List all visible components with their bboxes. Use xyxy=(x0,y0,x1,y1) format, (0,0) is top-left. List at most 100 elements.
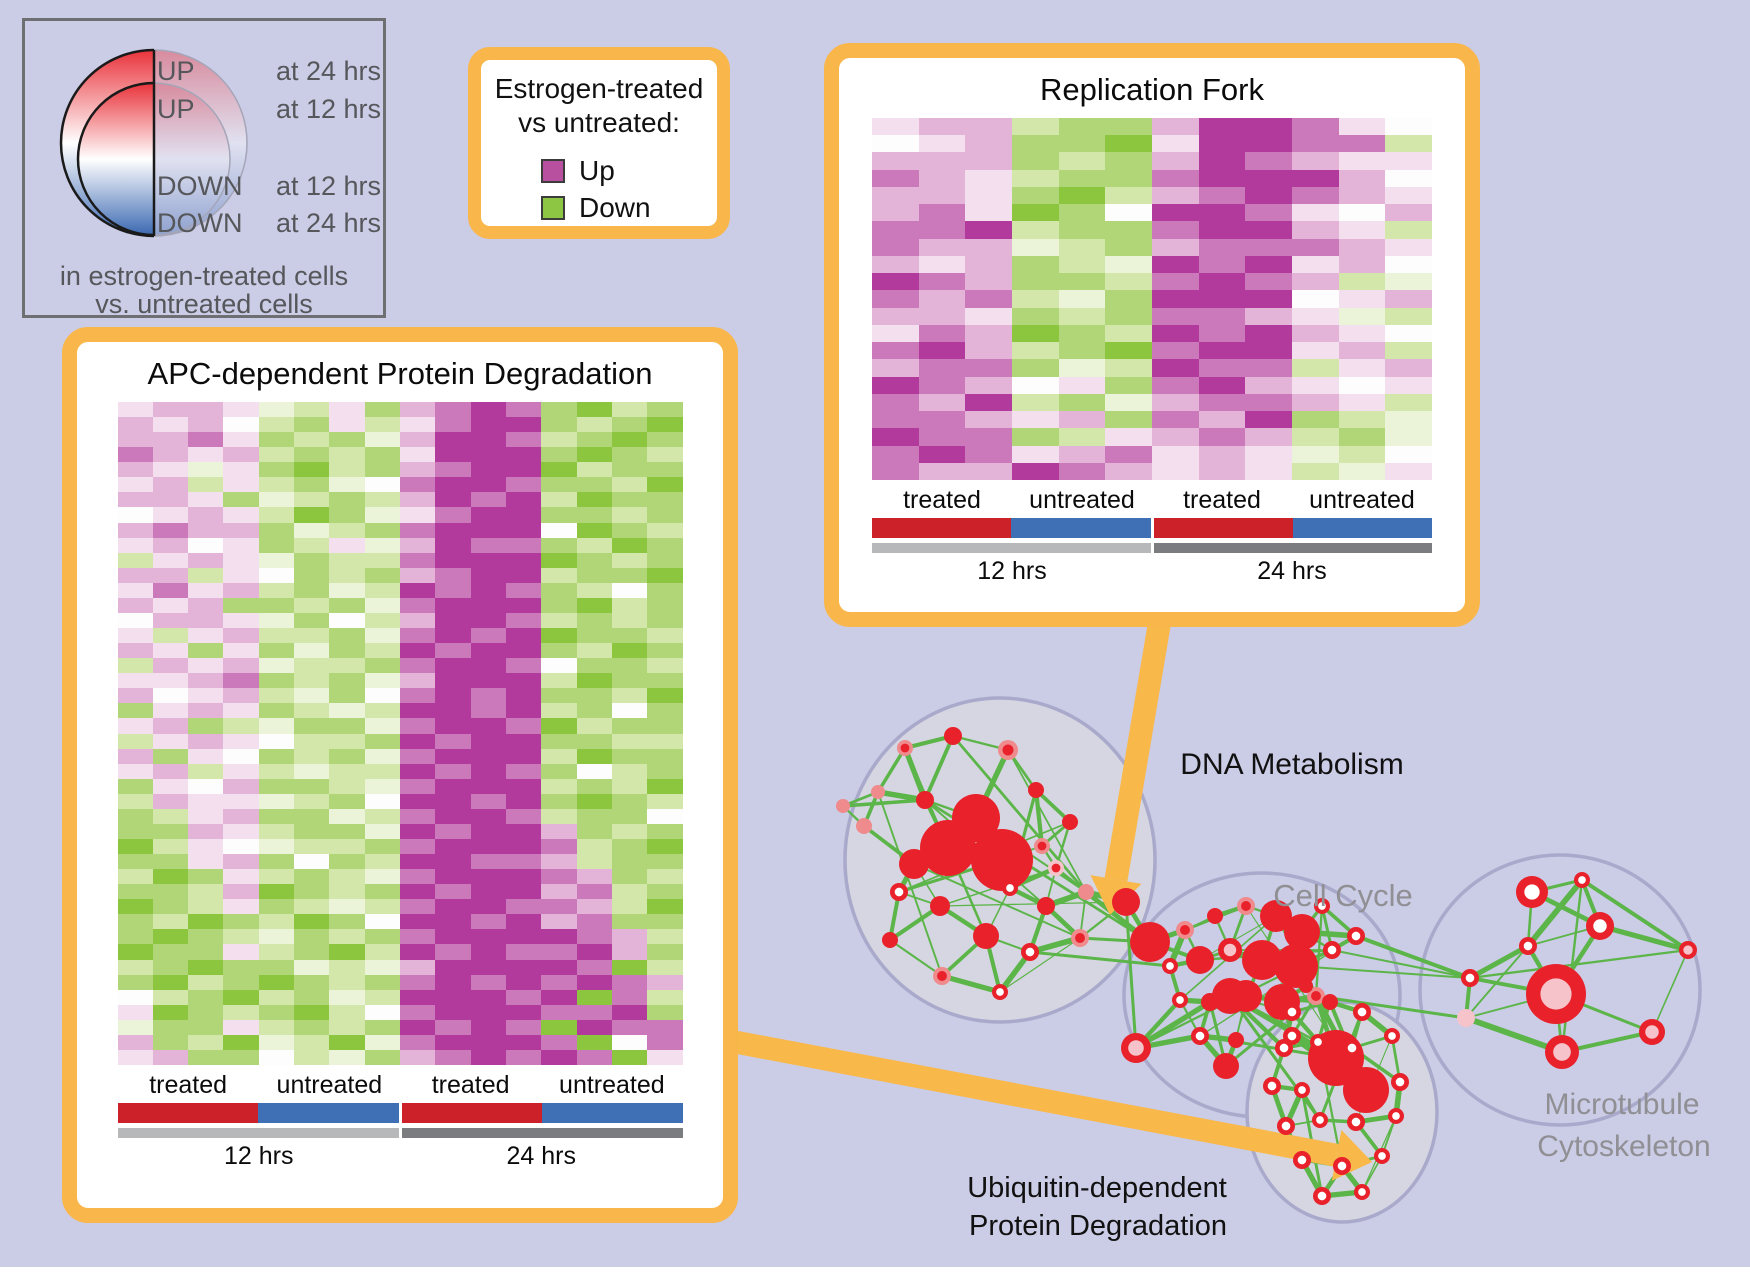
heatmap-cell xyxy=(258,462,295,478)
heatmap-cell xyxy=(329,673,365,689)
heatmap-cell xyxy=(400,914,436,930)
network-node xyxy=(937,971,947,981)
heatmap-cell xyxy=(918,204,966,222)
down-label: Down xyxy=(579,192,651,223)
heatmap-cell xyxy=(1245,186,1292,205)
network-edge xyxy=(1651,949,1689,1033)
heatmap-cell xyxy=(435,884,471,900)
network-node xyxy=(1166,962,1174,970)
heatmap-cell xyxy=(1152,359,1199,377)
microtubule-cluster-bubble xyxy=(1418,853,1702,1127)
heatmap-cell xyxy=(294,869,330,885)
heatmap-cell xyxy=(258,793,295,809)
heatmap-cell xyxy=(1058,359,1106,377)
heatmap-cell xyxy=(223,688,259,704)
heatmap-cell xyxy=(152,567,189,583)
apc-degradation-panel: APC-dependent Protein Degradation treate… xyxy=(62,327,738,1223)
heatmap-cell xyxy=(541,718,577,734)
heatmap-cell xyxy=(364,763,400,779)
heatmap-cell xyxy=(435,854,471,870)
heatmap-cell xyxy=(872,238,919,256)
heatmap-cell xyxy=(188,778,224,794)
heatmap-cell xyxy=(1012,376,1059,394)
heatmap-cell xyxy=(258,733,295,749)
heatmap-cell xyxy=(329,823,365,839)
heatmap-cell xyxy=(576,793,612,809)
heatmap-cell xyxy=(400,537,436,553)
heatmap-cell xyxy=(918,186,966,205)
heatmap-cell xyxy=(1105,186,1152,205)
heatmap-cell xyxy=(470,854,506,870)
heatmap-cell xyxy=(611,808,648,824)
heatmap-cell xyxy=(117,959,153,975)
heatmap-cell xyxy=(152,884,189,900)
heatmap-cell xyxy=(258,628,295,644)
heatmap-cell xyxy=(329,808,365,824)
heatmap-cell xyxy=(1152,221,1199,239)
heatmap-cell xyxy=(258,1019,295,1035)
heatmap-cell xyxy=(294,854,330,870)
heatmap-cell xyxy=(872,376,919,394)
heatmap-cell xyxy=(117,884,153,900)
heatmap-cell xyxy=(152,808,189,824)
heatmap-cell xyxy=(258,567,295,583)
heatmap-cell xyxy=(188,763,224,779)
heatmap-cell xyxy=(611,869,648,885)
network-node xyxy=(1130,922,1170,962)
heatmap-cell xyxy=(1105,169,1152,187)
heatmap-cell xyxy=(1245,273,1292,291)
heatmap-cell xyxy=(329,718,365,734)
heatmap-cell xyxy=(541,838,577,855)
heatmap-cell xyxy=(117,1004,153,1020)
legend-item-up: Up xyxy=(541,155,615,187)
heatmap-cell xyxy=(294,417,330,433)
network-node xyxy=(944,727,962,745)
heatmap-cell xyxy=(1292,221,1339,239)
heatmap-cell xyxy=(1385,462,1432,480)
heatmap-cell xyxy=(918,221,966,239)
heatmap-cell xyxy=(364,808,400,824)
heatmap-cell xyxy=(1012,118,1059,136)
heatmap-cell xyxy=(505,673,542,689)
heatmap-cell xyxy=(188,417,224,433)
heatmap-cell xyxy=(611,1019,648,1035)
heatmap-cell xyxy=(294,432,330,448)
network-node xyxy=(1037,897,1055,915)
heatmap-cell xyxy=(294,763,330,779)
heatmap-cell xyxy=(1105,307,1152,325)
heatmap-cell xyxy=(541,929,577,945)
heatmap-cell xyxy=(470,597,506,613)
network-bridge-edge xyxy=(1225,1010,1293,1068)
time-label: at 12 hrs xyxy=(275,171,381,201)
heatmap-cell xyxy=(541,914,577,930)
heatmap-cell xyxy=(258,838,295,855)
heatmap-cell xyxy=(188,974,224,990)
updown-color-legend-box: Estrogen-treated vs untreated: Up Down xyxy=(468,47,730,239)
heatmap-cell xyxy=(965,221,1012,239)
heatmap-cell xyxy=(647,989,683,1005)
heatmap-cell xyxy=(1198,307,1246,325)
heatmap-cell xyxy=(294,838,330,855)
network-node xyxy=(1299,979,1313,993)
time-label: 12 hrs xyxy=(224,1142,294,1170)
heatmap-cell xyxy=(1338,273,1386,291)
heatmap-cell xyxy=(1245,290,1292,308)
heatmap-cell xyxy=(223,823,259,839)
heatmap-cell xyxy=(872,359,919,377)
heatmap-cell xyxy=(1012,204,1059,222)
heatmap-cell xyxy=(576,597,612,613)
heatmap-cell xyxy=(576,854,612,870)
heatmap-cell xyxy=(965,169,1012,187)
heatmap-cell xyxy=(294,567,330,583)
heatmap-cell xyxy=(223,658,259,674)
heatmap-cell xyxy=(647,929,683,945)
heatmap-cell xyxy=(258,597,295,613)
heatmap-cell xyxy=(152,1034,189,1050)
network-node xyxy=(1180,925,1190,935)
heatmap-cell xyxy=(541,507,577,523)
heatmap-cell xyxy=(329,688,365,704)
heatmap-cell xyxy=(647,748,683,764)
heatmap-cell xyxy=(152,823,189,839)
heatmap-cell xyxy=(117,748,153,764)
heatmap-cell xyxy=(1338,135,1386,153)
